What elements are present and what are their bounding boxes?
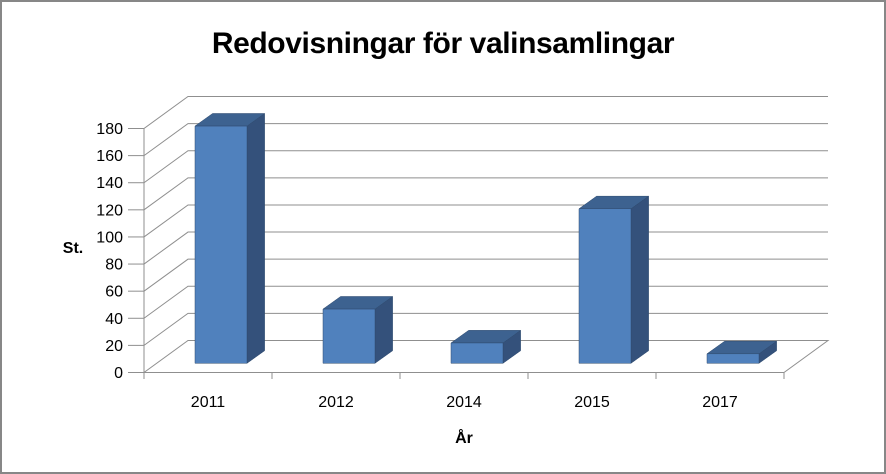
x-tick-label-2012: 2012 bbox=[318, 394, 354, 411]
bar-side-face bbox=[630, 195, 649, 364]
gridline-120 bbox=[143, 177, 828, 211]
bar-front-face bbox=[706, 353, 760, 364]
y-axis-tick-labels: 0 20 40 60 80 100 120 140 160 180 bbox=[96, 121, 123, 382]
x-axis-tick-labels: 2011 2012 2014 2015 2017 bbox=[191, 394, 738, 411]
bar-2012 bbox=[322, 296, 393, 364]
y-tick-label-160: 160 bbox=[96, 148, 123, 165]
x-tick-label-2011: 2011 bbox=[191, 394, 226, 411]
bar-2017 bbox=[706, 340, 777, 364]
bar-side-face bbox=[246, 113, 265, 364]
gridline-140 bbox=[143, 150, 828, 184]
bar-front-face bbox=[578, 208, 632, 364]
bar-front-face bbox=[194, 125, 248, 364]
bar-front-face bbox=[450, 342, 504, 364]
gridline-180 bbox=[143, 96, 828, 129]
axes bbox=[128, 128, 785, 379]
y-tick-label-100: 100 bbox=[96, 229, 123, 246]
chart-title: Redovisningar för valinsamlingar bbox=[212, 27, 675, 60]
bar-2015 bbox=[578, 195, 649, 364]
bar-front-face bbox=[322, 308, 376, 364]
x-axis-title: År bbox=[455, 428, 473, 447]
y-axis-title: St. bbox=[63, 240, 83, 257]
x-tick-label-2017: 2017 bbox=[702, 394, 738, 411]
y-tick-label-0: 0 bbox=[114, 365, 123, 382]
x-tick-label-2015: 2015 bbox=[574, 394, 610, 411]
floor-outline bbox=[142, 340, 830, 373]
bar-2014 bbox=[450, 330, 521, 364]
bar-2011 bbox=[194, 113, 265, 364]
bars bbox=[194, 113, 777, 364]
y-tick-label-60: 60 bbox=[105, 284, 123, 301]
y-tick-label-40: 40 bbox=[105, 311, 123, 328]
y-tick-label-180: 180 bbox=[96, 121, 123, 138]
y-tick-label-20: 20 bbox=[105, 338, 123, 355]
y-tick-label-140: 140 bbox=[96, 175, 123, 192]
y-tick-label-80: 80 bbox=[105, 257, 123, 274]
x-tick-label-2014: 2014 bbox=[446, 394, 482, 411]
gridline-160 bbox=[143, 123, 828, 157]
y-tick-label-120: 120 bbox=[96, 202, 123, 219]
